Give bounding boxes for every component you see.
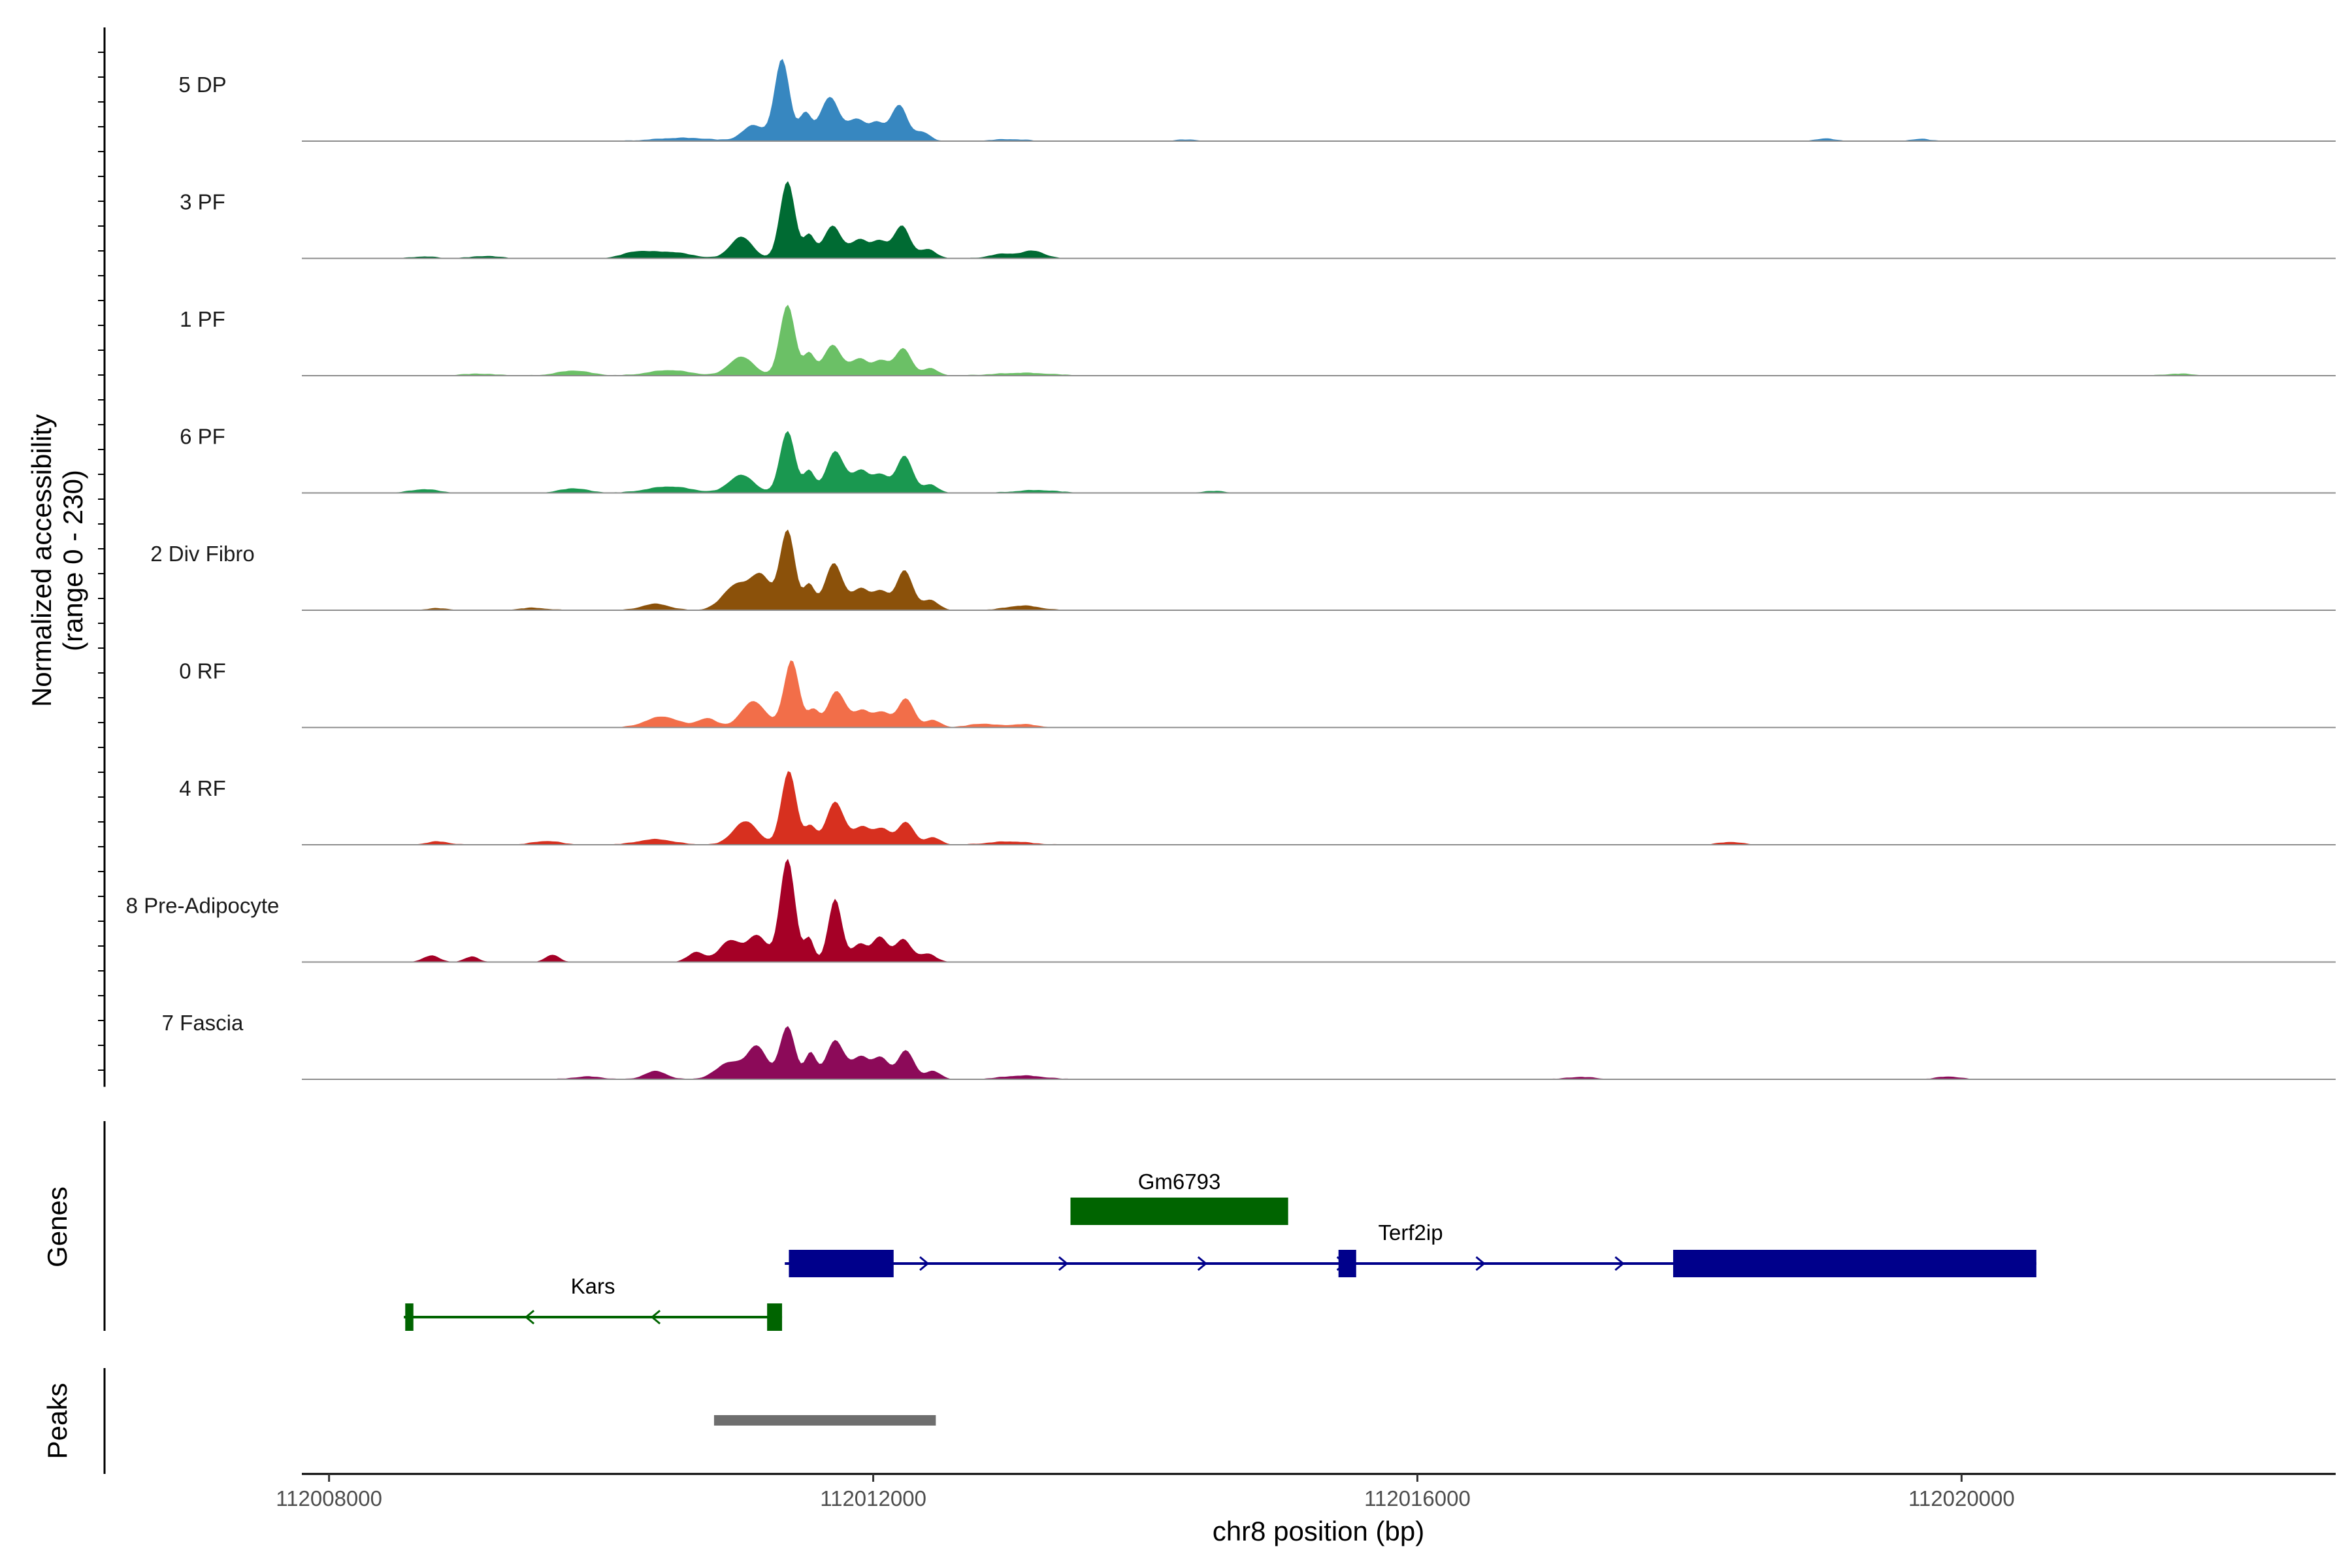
x-axis-ticks: 112008000 112012000 112016000 112020000 — [276, 1474, 2015, 1511]
peak-region — [713, 1415, 936, 1426]
track-label: 4 RF — [179, 776, 226, 800]
strand-arrow — [1475, 1256, 1486, 1271]
gene-exon — [1070, 1198, 1288, 1225]
gene-exon — [405, 1303, 414, 1331]
gene-exon — [789, 1250, 894, 1277]
gene-label: Kars — [571, 1274, 615, 1298]
track-3-pf: 3 PF — [180, 181, 2336, 259]
track-label: 5 DP — [178, 73, 226, 97]
track-signal-area — [302, 771, 2336, 845]
y-axis-title-line1: Normalized accessibility — [26, 414, 57, 707]
track-signal-area — [302, 529, 2336, 610]
track-5-dp: 5 DP — [178, 59, 2336, 142]
gene-exon — [1338, 1250, 1356, 1277]
track-label: 8 Pre-Adipocyte — [126, 894, 280, 918]
gene-kars: Kars — [404, 1274, 783, 1331]
gene-exon — [767, 1303, 783, 1331]
track-4-rf: 4 RF — [179, 771, 2336, 845]
gene-label: Terf2ip — [1379, 1220, 1443, 1245]
track-6-pf: 6 PF — [180, 425, 2336, 494]
strand-arrow — [1197, 1256, 1208, 1271]
y-axis-title-line2: (range 0 - 230) — [57, 470, 88, 651]
track-label: 1 PF — [180, 307, 225, 331]
track-label: 0 RF — [179, 659, 226, 683]
strand-arrow — [524, 1309, 535, 1325]
track-label: 6 PF — [180, 425, 225, 449]
track-label: 2 Div Fibro — [150, 542, 255, 566]
track-signal-area — [302, 660, 2336, 728]
x-tick-label: 112008000 — [276, 1486, 382, 1511]
x-tick-label: 112020000 — [1908, 1486, 2015, 1511]
track-7-fascia: 7 Fascia — [162, 1011, 2336, 1080]
peaks-panel — [713, 1415, 936, 1426]
strand-arrow — [1614, 1256, 1625, 1271]
track-0-rf: 0 RF — [179, 659, 2336, 728]
track-1-pf: 1 PF — [180, 304, 2336, 376]
track-signal-area — [302, 59, 2336, 141]
x-tick-label: 112012000 — [820, 1486, 926, 1511]
track-signal-area — [302, 181, 2336, 259]
track-2-div-fibro: 2 Div Fibro — [150, 529, 2336, 611]
genes-panel-title: Genes — [42, 1186, 73, 1267]
gene-label: Gm6793 — [1138, 1169, 1221, 1194]
strand-arrow — [1058, 1256, 1069, 1271]
track-label: 7 Fascia — [162, 1011, 244, 1035]
x-axis-title: chr8 position (bp) — [1213, 1516, 1425, 1546]
track-signal-area — [302, 431, 2336, 493]
gene-terf2ip: Terf2ip — [785, 1220, 2036, 1277]
coverage-tracks: 5 DP 3 PF 1 PF 6 PF 2 Div Fibro 0 RF 4 RF 8 Pre… — [126, 59, 2336, 1080]
strand-arrow — [650, 1309, 661, 1325]
track-label: 3 PF — [180, 190, 225, 214]
track-signal-area — [302, 304, 2336, 376]
x-tick-label: 112016000 — [1364, 1486, 1471, 1511]
genes-panel: Gm6793 Terf2ip Kars — [404, 1169, 2036, 1331]
track-signal-area — [302, 1026, 2336, 1079]
track-8-pre-adipocyte: 8 Pre-Adipocyte — [126, 858, 2336, 963]
strand-arrow — [919, 1256, 930, 1271]
gene-gm6793: Gm6793 — [1070, 1169, 1288, 1225]
coverage-y-axis — [98, 27, 106, 1087]
peaks-panel-title: Peaks — [42, 1383, 73, 1460]
gene-exon — [1673, 1250, 2036, 1277]
